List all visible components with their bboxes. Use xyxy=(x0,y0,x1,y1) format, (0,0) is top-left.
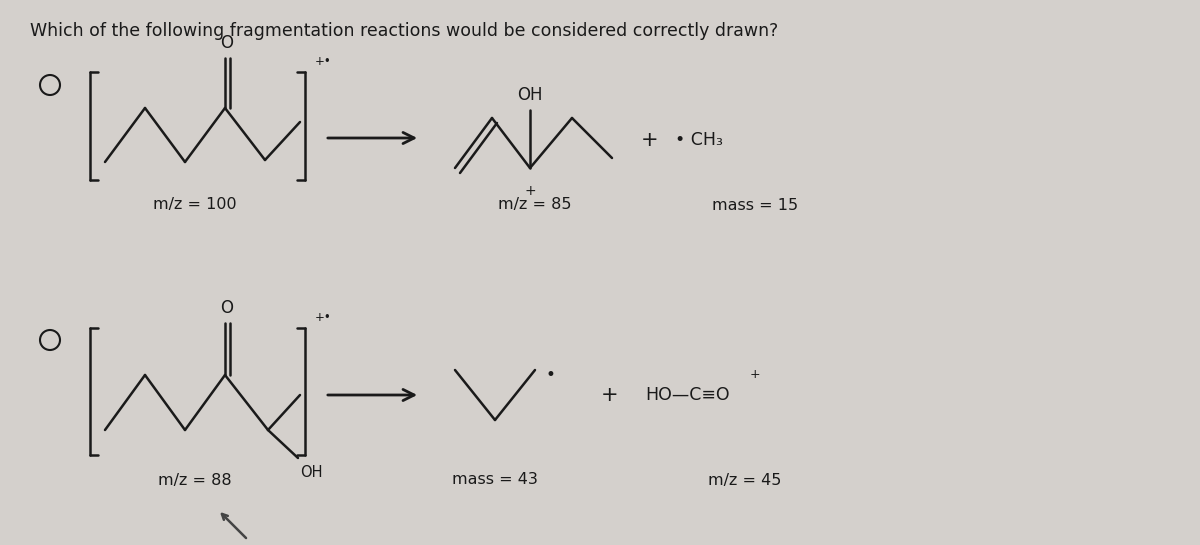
Text: m/z = 45: m/z = 45 xyxy=(708,473,781,487)
Text: OH: OH xyxy=(517,86,542,104)
Text: Which of the following fragmentation reactions would be considered correctly dra: Which of the following fragmentation rea… xyxy=(30,22,779,40)
Text: +: + xyxy=(524,184,536,198)
Text: +: + xyxy=(601,385,619,405)
Text: mass = 43: mass = 43 xyxy=(452,473,538,487)
Text: • CH₃: • CH₃ xyxy=(674,131,722,149)
Text: m/z = 88: m/z = 88 xyxy=(158,473,232,487)
Text: m/z = 85: m/z = 85 xyxy=(498,197,571,213)
Text: •: • xyxy=(545,366,554,384)
Text: +: + xyxy=(750,368,761,381)
Text: O: O xyxy=(221,299,234,317)
Text: O: O xyxy=(221,34,234,52)
Text: +•: +• xyxy=(314,311,331,324)
Text: OH: OH xyxy=(300,465,323,480)
Text: +: + xyxy=(641,130,659,150)
Text: +•: +• xyxy=(314,55,331,68)
Text: m/z = 100: m/z = 100 xyxy=(154,197,236,213)
Text: mass = 15: mass = 15 xyxy=(712,197,798,213)
Text: HO—C≡O: HO—C≡O xyxy=(646,386,730,404)
